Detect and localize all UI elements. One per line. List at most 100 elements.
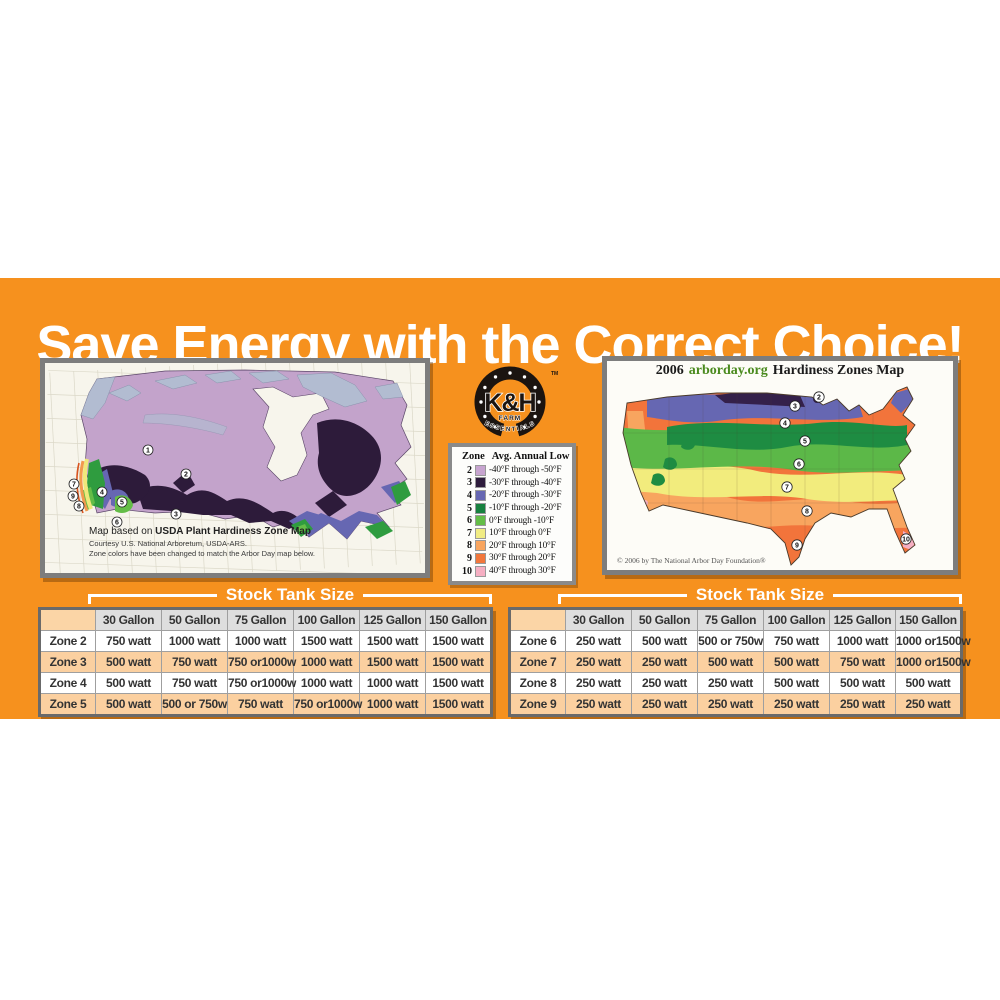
- legend-item-zone10: 10 40°F through 30°F: [456, 565, 572, 578]
- zone-number: 6: [467, 515, 472, 527]
- zone-range-label: 30°F through 20°F: [489, 553, 556, 564]
- state-borders: [623, 393, 915, 541]
- legend-header-zone: Zone: [462, 451, 485, 462]
- stock-tank-size-title: Stock Tank Size: [225, 585, 355, 604]
- caption-note: Zone colors have been changed to match t…: [89, 548, 315, 558]
- us-zone-markers: 2 3 4 5 6 7 8 9 10: [779, 391, 912, 551]
- zone-label: Zone 8: [509, 672, 566, 694]
- canada-hardiness-map: 1 2 3 4 5 6 7 8 9: [45, 363, 425, 573]
- zone-color-swatch: [475, 527, 486, 539]
- wattage-cell: 750 watt: [829, 651, 896, 673]
- svg-text:7: 7: [72, 482, 76, 489]
- bracket-line: [363, 593, 492, 604]
- wattage-cell: 1000 watt: [829, 630, 896, 652]
- zone-marker: 3: [789, 400, 801, 412]
- wattage-cell: 250 watt: [697, 693, 764, 716]
- svg-text:9: 9: [795, 543, 799, 550]
- zone-marker: 5: [799, 435, 811, 447]
- us-map-title-year: 2006: [655, 363, 684, 378]
- svg-text:3: 3: [793, 404, 797, 411]
- zone-marker: 9: [791, 539, 803, 551]
- corner-cell: [39, 608, 96, 631]
- corner-cell: [509, 608, 566, 631]
- table-row-zone6: Zone 6 250 watt 500 watt 500 or 750w 750…: [509, 630, 971, 652]
- table-row-zone4: Zone 4 500 watt 750 watt 750 or1000w 100…: [39, 672, 492, 694]
- wattage-cell: 250 watt: [631, 693, 698, 716]
- zone-marker: 4: [96, 486, 108, 498]
- wattage-cell: 1000 or1500w: [895, 630, 971, 652]
- zone-range-label: 20°F through 10°F: [489, 540, 556, 551]
- legend-item-zone3: 3 -30°F through -40°F: [456, 477, 572, 490]
- stock-tank-size-bracket-right: Stock Tank Size: [558, 585, 962, 604]
- wattage-cell: 500 watt: [697, 651, 764, 673]
- legend-item-zone4: 4 -20°F through -30°F: [456, 489, 572, 502]
- legend-header-avg-low: Avg. Annual Low: [491, 451, 570, 462]
- svg-text:1: 1: [146, 448, 150, 455]
- wattage-cell: 1000 watt: [359, 672, 426, 694]
- legend-header: Zone Avg. Annual Low: [462, 451, 572, 462]
- column-header: 150 Gallon: [425, 608, 492, 631]
- svg-text:4: 4: [100, 490, 104, 497]
- wattage-cell: 1000 watt: [161, 630, 228, 652]
- zone-marker: 6: [111, 516, 123, 528]
- logo-wordmark: K&H: [484, 389, 535, 417]
- table-row-zone8: Zone 8 250 watt 250 watt 250 watt 500 wa…: [509, 672, 962, 694]
- wattage-cell: 1500 watt: [425, 693, 492, 716]
- wattage-cell: 500 watt: [763, 651, 830, 673]
- wattage-cell: 1500 watt: [425, 651, 492, 673]
- wattage-cell: 250 watt: [565, 693, 632, 716]
- zone-color-swatch: [475, 489, 486, 501]
- zone-marker: 3: [170, 508, 182, 520]
- column-header: 75 Gallon: [697, 608, 764, 631]
- hardiness-zone-legend: Zone Avg. Annual Low 2 -40°F through -50°…: [448, 443, 576, 585]
- canada-map-caption: Map based on USDA Plant Hardiness Zone M…: [89, 525, 315, 559]
- wattage-cell: 500 watt: [631, 630, 698, 652]
- zone-range-label: 10°F through 0°F: [489, 528, 552, 539]
- wattage-cell: 500 watt: [895, 672, 962, 694]
- column-header: 75 Gallon: [227, 608, 294, 631]
- wattage-cell: 1000 watt: [293, 651, 360, 673]
- table-row-zone7: Zone 7 250 watt 250 watt 500 watt 500 wa…: [509, 651, 971, 673]
- svg-text:6: 6: [115, 520, 119, 527]
- wattage-cell: 500 or 750w: [161, 693, 228, 716]
- column-header: 50 Gallon: [161, 608, 228, 631]
- zone-range-label: -40°F through -50°F: [489, 465, 562, 476]
- arborday-org-text: arborday.org: [688, 363, 768, 378]
- svg-text:6: 6: [797, 462, 801, 469]
- zone-range-label: -30°F through -40°F: [489, 477, 562, 488]
- zone-number: 7: [467, 527, 472, 539]
- legend-item-zone2: 2 -40°F through -50°F: [456, 464, 572, 477]
- zone-range-label: 0°F through -10°F: [489, 515, 554, 526]
- table-row-zone5: Zone 5 500 watt 500 or 750w 750 watt 750…: [39, 693, 492, 716]
- wattage-cell: 500 watt: [95, 651, 162, 673]
- svg-text:5: 5: [120, 500, 124, 507]
- arctic-islands: [80, 370, 404, 436]
- zone-marker: 7: [68, 478, 80, 490]
- kh-farm-essentials-logo: K&H FARM ESSENTIALS TM: [474, 366, 558, 437]
- wattage-cell: 250 watt: [829, 693, 896, 716]
- table-row-zone2: Zone 2 750 watt 1000 watt 1000 watt 1500…: [39, 630, 492, 652]
- logo-farm-text: FARM: [499, 415, 521, 422]
- legend-item-zone8: 8 20°F through 10°F: [456, 540, 572, 553]
- wattage-cell: 750 watt: [95, 630, 162, 652]
- zone-marker: 8: [801, 505, 813, 517]
- zone-label: Zone 7: [509, 651, 566, 673]
- zone-marker: 10: [900, 533, 912, 545]
- wattage-cell: 250 watt: [763, 693, 830, 716]
- column-header: 150 Gallon: [895, 608, 962, 631]
- svg-text:2: 2: [817, 395, 821, 402]
- horseshoe-icon: [474, 366, 546, 437]
- column-header: 30 Gallon: [95, 608, 162, 631]
- zone-label: Zone 2: [39, 630, 96, 652]
- logo-tm-mark: TM: [551, 371, 558, 377]
- zone-range-label: 40°F through 30°F: [489, 566, 556, 577]
- column-header: 100 Gallon: [763, 608, 830, 631]
- wattage-cell: 750 watt: [161, 651, 228, 673]
- bracket-line: [558, 593, 687, 604]
- zone-color-swatch: [475, 565, 486, 577]
- svg-text:10: 10: [902, 537, 910, 544]
- us-map-title: 2006 arborday.org Hardiness Zones Map: [607, 361, 953, 381]
- wattage-cell: 1000 or1500w: [895, 651, 971, 673]
- column-header: 125 Gallon: [829, 608, 896, 631]
